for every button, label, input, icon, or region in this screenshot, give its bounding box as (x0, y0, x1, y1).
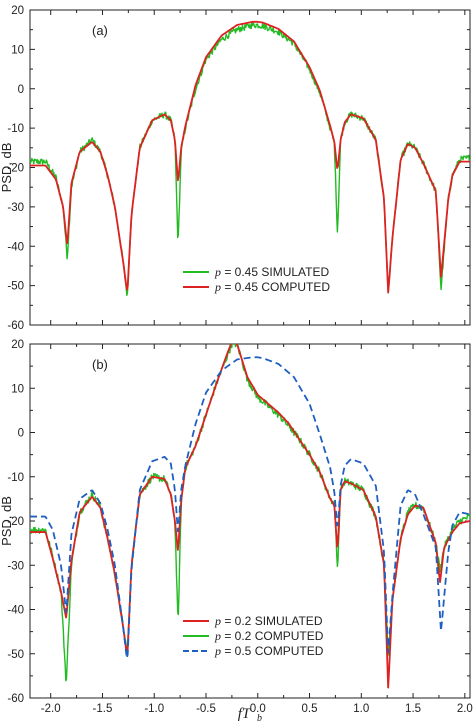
x-axis-label: fT (238, 706, 252, 721)
y-tick-label: -60 (7, 320, 24, 332)
y-tick-label: 0 (18, 84, 24, 96)
y-tick-label: 20 (11, 339, 24, 351)
legend-variable: p (214, 280, 221, 294)
y-tick-label: -10 (7, 123, 24, 135)
x-tick-label: 1.0 (353, 703, 369, 715)
legend-variable: p (214, 265, 221, 279)
x-tick-label: 0.5 (302, 703, 318, 715)
y-tick-label: -30 (7, 202, 24, 214)
series-group (30, 344, 470, 689)
panel-a: 20 10 0 -10 -20 -30 -40 -50 -60 PSD, dB (a) p = 0.4… (0, 5, 471, 332)
series-line-p-0-5-computed (30, 356, 470, 660)
y-tick-label: -10 (7, 472, 24, 484)
y-tick-label: -60 (7, 693, 24, 705)
y-tick-label: 10 (11, 44, 24, 56)
legend-label: = 0.2 COMPUTED (221, 629, 324, 643)
legend-variable: p (214, 644, 221, 658)
legend-entry: p = 0.45 COMPUTED (214, 280, 330, 294)
legend-label: = 0.45 COMPUTED (221, 280, 330, 294)
y-tick-label: -40 (7, 605, 24, 617)
y-tick-label: -50 (7, 649, 24, 661)
series-line-p-0-45-simulated (30, 21, 470, 296)
legend-label: = 0.2 SIMULATED (221, 614, 323, 628)
x-tick-label: -1.5 (93, 703, 113, 715)
y-tick-label: -20 (7, 516, 24, 528)
panel-tag: (a) (92, 23, 108, 38)
y-tick-label: 10 (11, 383, 24, 395)
legend-entry: p = 0.45 SIMULATED (214, 265, 329, 279)
legend-variable: p (214, 629, 221, 643)
x-axis-label-subscript: b (257, 713, 262, 721)
y-tick-label: -50 (7, 281, 24, 293)
legend-variable: p (214, 614, 221, 628)
legend-entry: p = 0.2 SIMULATED (214, 614, 323, 628)
y-axis-label: PSD, dB (0, 143, 14, 193)
x-tick-label: -0.5 (196, 703, 216, 715)
legend-label: = 0.5 COMPUTED (221, 644, 324, 658)
y-tick-label: -20 (7, 163, 24, 175)
y-tick-label: -40 (7, 241, 24, 253)
y-tick-label: -30 (7, 560, 24, 572)
x-tick-label: 0.0 (250, 703, 266, 715)
legend-label: = 0.45 SIMULATED (221, 265, 329, 279)
x-tick-label: 1.5 (405, 703, 421, 715)
x-tick-label: -2.0 (41, 703, 61, 715)
series-line-p-0-45-computed (30, 20, 470, 294)
x-tick-label: -1.0 (144, 703, 164, 715)
y-axis-label: PSD, dB (0, 496, 14, 546)
legend-entry: p = 0.2 COMPUTED (214, 629, 324, 643)
panel-tag: (b) (92, 357, 108, 372)
series-line-p-0-2-simulated (30, 344, 470, 689)
y-tick-label: 0 (18, 428, 24, 440)
y-tick-label: 20 (11, 5, 24, 17)
series-group (30, 20, 470, 296)
x-tick-label: 2.0 (457, 703, 473, 715)
panel-b: 20 10 0 -10 -20 -30 -40 -50 -60 -2.0 -1.5 -1.0 -0.5 0… (0, 339, 473, 721)
legend-entry: p = 0.5 COMPUTED (214, 644, 324, 658)
